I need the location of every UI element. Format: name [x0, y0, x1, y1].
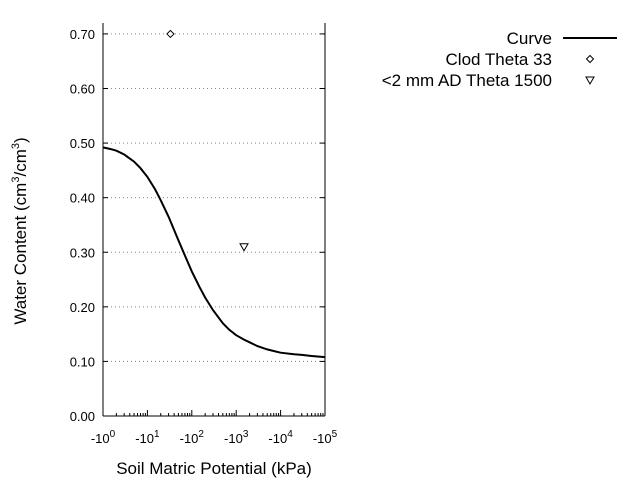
- x-tick-label-base: -10: [135, 431, 154, 446]
- clod-theta-33-point: [166, 29, 175, 39]
- x-tick-label: -101: [135, 429, 160, 446]
- x-tick-label-base: -10: [313, 431, 332, 446]
- x-tick-label: -100: [91, 429, 116, 446]
- x-tick-label-exponent: 3: [243, 429, 249, 440]
- series-layer: [102, 29, 326, 359]
- legend-diamond-swatch: [585, 54, 595, 64]
- y-tick-label: 0.40: [70, 191, 95, 206]
- x-axis-title: Soil Matric Potential (kPa): [116, 459, 312, 478]
- x-tick-label-exponent: 5: [332, 429, 338, 440]
- y-axis-title-sup1: 3: [10, 177, 22, 183]
- y-axis-title-sup2: 3: [10, 143, 22, 149]
- x-tick-label-exponent: 2: [198, 429, 204, 440]
- legend-triangle-swatch: [585, 76, 595, 86]
- y-tick-label: 0.00: [70, 409, 95, 424]
- grid-lines: [103, 33, 325, 417]
- x-tick-label-base: -10: [268, 431, 287, 446]
- y-tick-label: 0.50: [70, 136, 95, 151]
- axes: 0.000.100.200.300.400.500.600.70-100 -101…: [70, 23, 338, 446]
- x-tick-label-base: -10: [180, 431, 199, 446]
- x-tick-label-base: -10: [224, 431, 243, 446]
- y-axis-title-mid: /cm: [11, 149, 30, 176]
- legend-label: <2 mm AD Theta 1500: [382, 71, 552, 90]
- x-tick-label: -102: [180, 429, 205, 446]
- x-tick-label-exponent: 1: [154, 429, 160, 440]
- y-tick-label: 0.30: [70, 245, 95, 260]
- x-tick-label: -104: [268, 429, 293, 446]
- y-tick-label: 0.20: [70, 300, 95, 315]
- legend-label: Curve: [507, 29, 552, 48]
- y-tick-label: 0.10: [70, 354, 95, 369]
- x-tick-label: -103: [224, 429, 249, 446]
- x-tick-label-exponent: 0: [110, 429, 116, 440]
- y-tick-label: 0.60: [70, 82, 95, 97]
- legend-label: Clod Theta 33: [446, 50, 552, 69]
- curve-line: [102, 146, 326, 359]
- legend: Curve Clod Theta 33 <2 mm AD Theta 1500: [382, 29, 617, 90]
- y-axis-title-end: ): [11, 137, 30, 143]
- x-tick-label: -105: [313, 429, 338, 446]
- ad-theta-1500-point: [239, 243, 249, 252]
- y-axis-title-main: Water Content (cm: [11, 183, 30, 325]
- y-tick-label: 0.70: [70, 27, 95, 42]
- y-axis-title: Water Content (cm3/cm3): [10, 137, 30, 324]
- x-tick-label-base: -10: [91, 431, 110, 446]
- x-tick-label-exponent: 4: [287, 429, 293, 440]
